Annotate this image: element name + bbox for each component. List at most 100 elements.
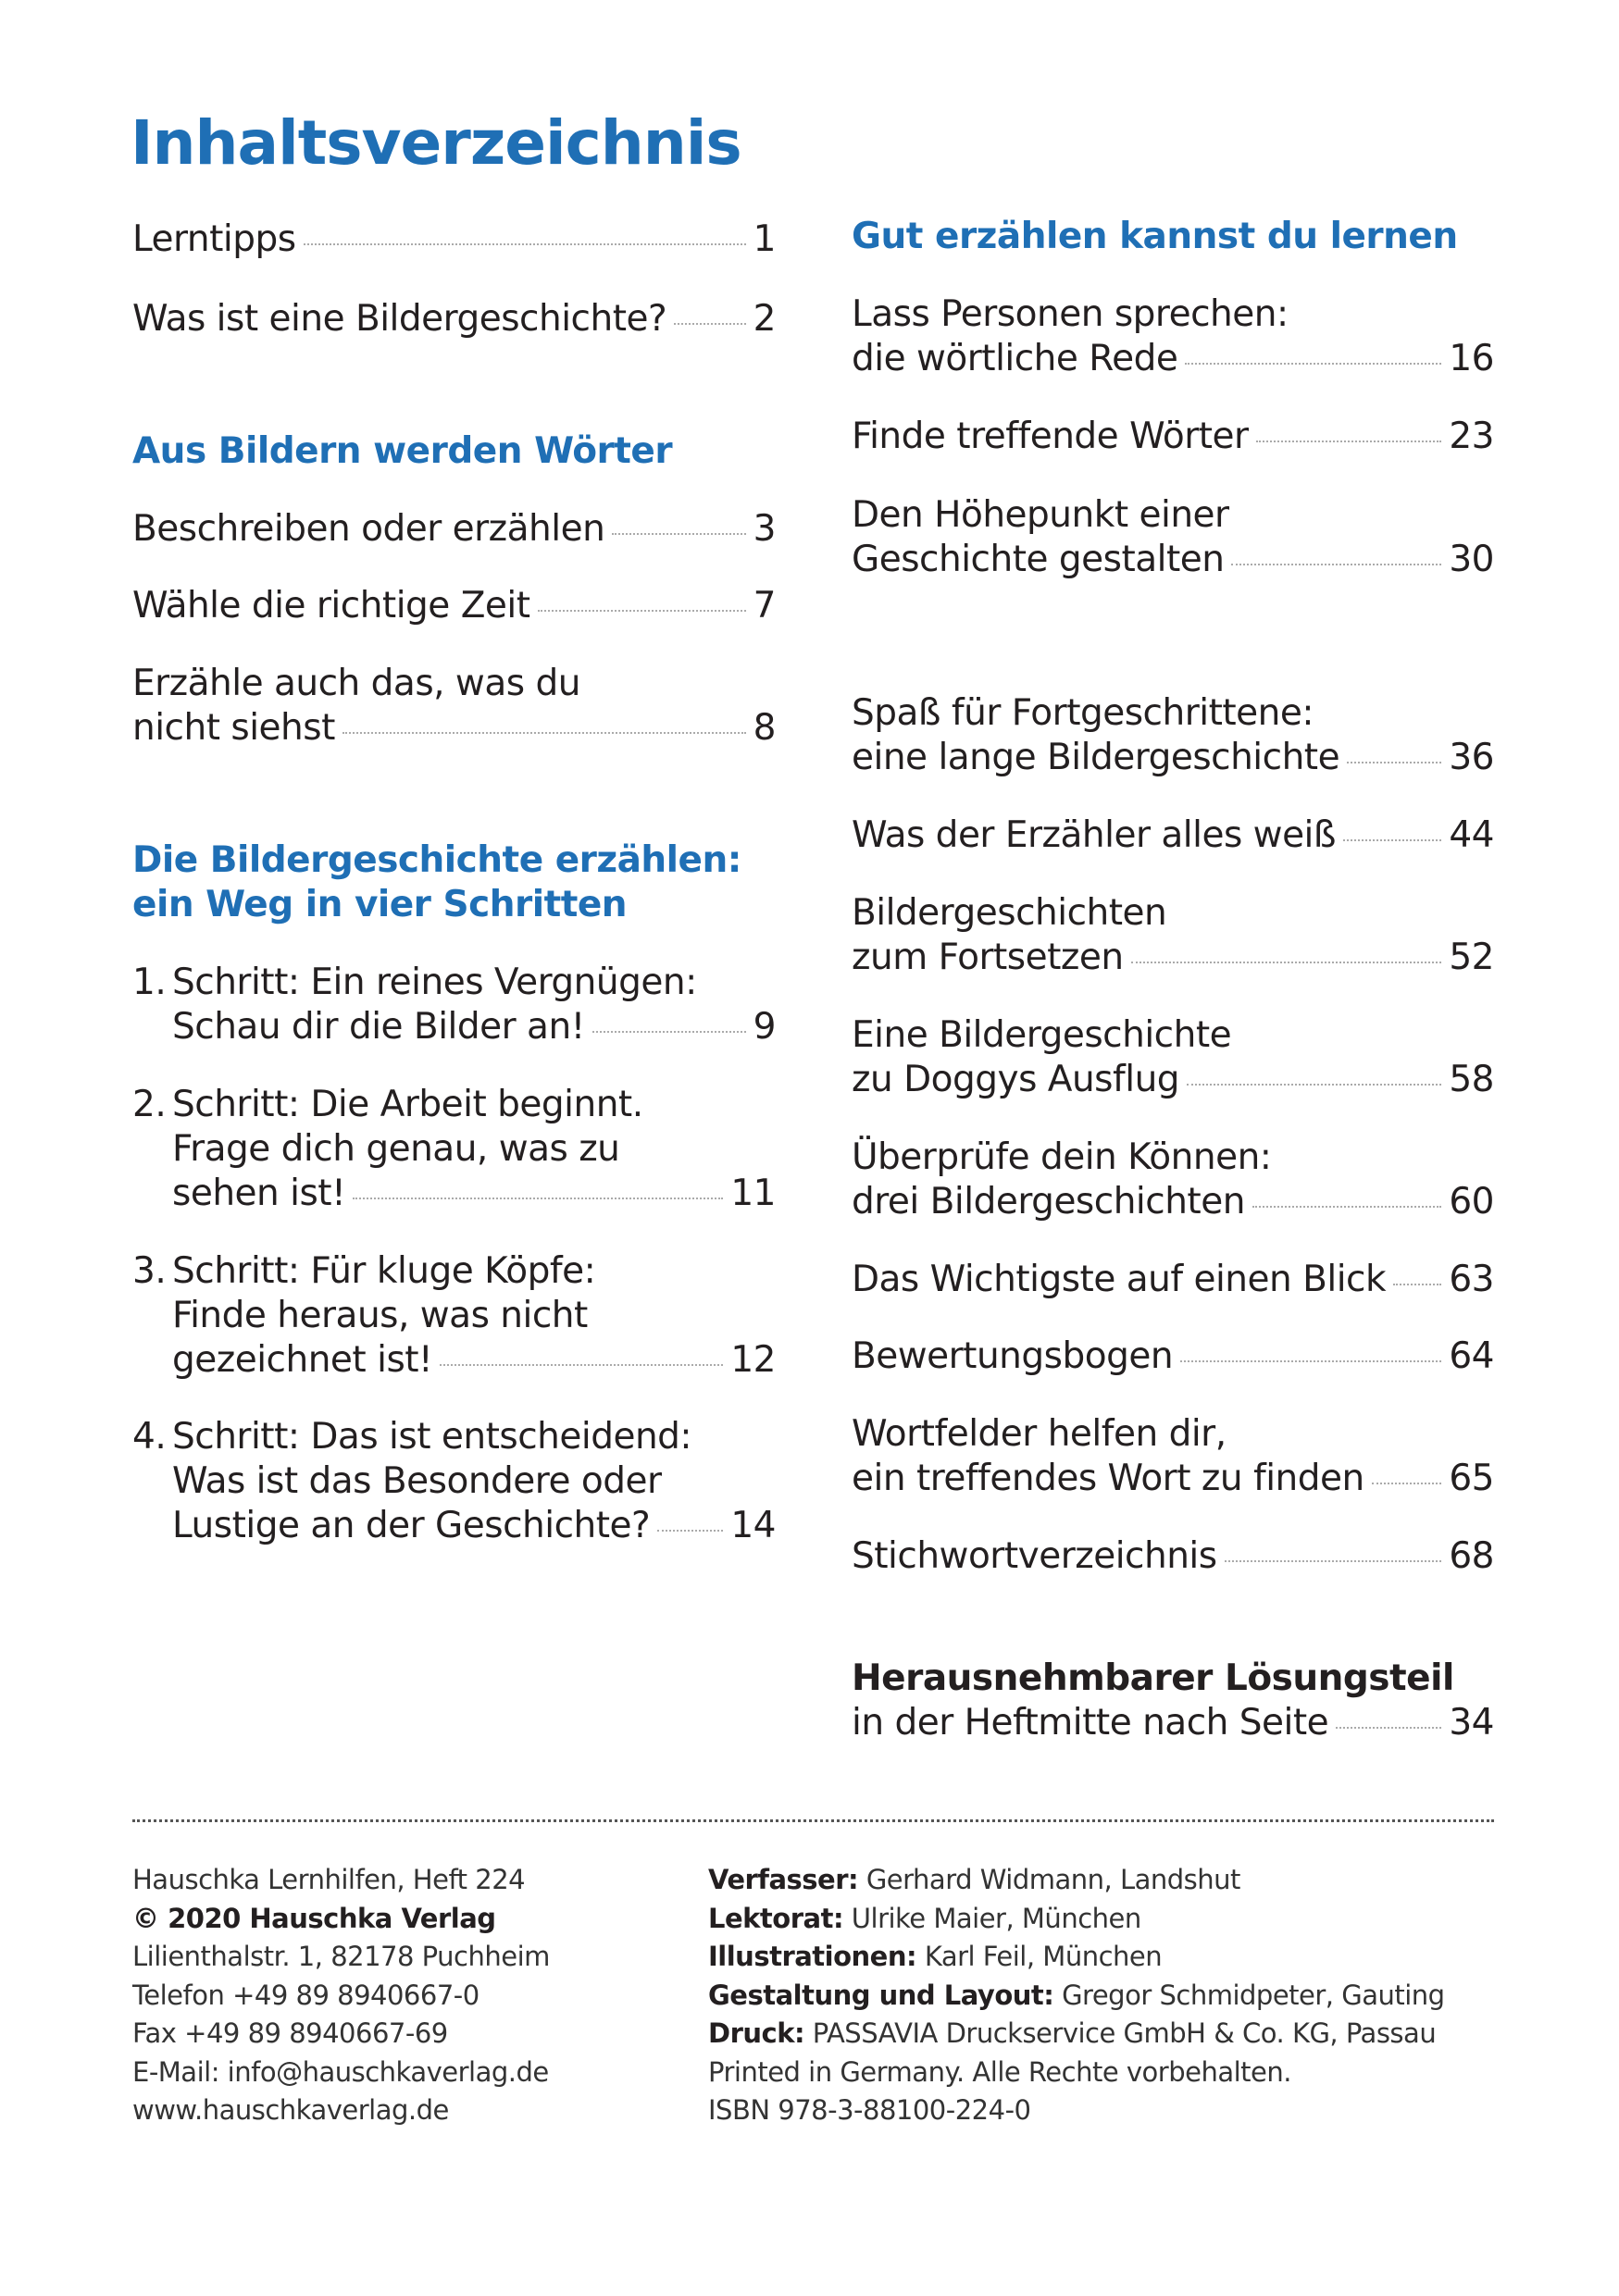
toc-entry[interactable]: Stichwortverzeichnis 68 [852, 1534, 1494, 1579]
page-number: 7 [753, 585, 777, 627]
dotted-leader [1224, 1560, 1442, 1562]
toc-entry[interactable]: Finde treffende Wörter 23 [852, 415, 1494, 459]
dotted-leader [674, 323, 746, 325]
toc-entry[interactable]: Was ist eine Bildergeschichte? 2 [132, 297, 777, 341]
toc-entry-line: Den Höhepunkt einer [852, 494, 1229, 536]
section-heading-line: ein Weg in vier Schritten [132, 884, 628, 925]
toc-entry[interactable]: 3. Schritt: Für kluge Köpfe: Finde heraus,… [132, 1249, 776, 1383]
toc-entry[interactable]: 1. Schritt: Ein reines Vergnügen: Schau di… [132, 961, 777, 1049]
dotted-leader [1252, 1206, 1442, 1208]
toc-entry-line: Finde heraus, was nicht [172, 1295, 588, 1336]
imprint-value[interactable]: E-Mail: info@hauschkaverlag.de [132, 2055, 549, 2088]
toc-entry-last-line: zu Doggys Ausflug 58 [852, 1058, 1494, 1102]
step-number: 4. [132, 1416, 167, 1458]
imprint-line: Telefon +49 89 8940667-0 [132, 1977, 550, 2016]
imprint-credits: Verfasser: Gerhard Widmann, Landshut Lekt… [708, 1861, 1445, 2130]
toc-entry[interactable]: Erzähle auch das, was du nicht siehst 8 [132, 662, 777, 751]
imprint-value: Ulrike Maier, München [843, 1902, 1141, 1934]
toc-entry-last-line: Geschichte gestalten 30 [852, 538, 1494, 582]
dotted-leader [1185, 363, 1442, 365]
section-heading-line: Aus Bildern werden Wörter [132, 430, 673, 472]
toc-entry[interactable]: Eine Bildergeschichte zu Doggys Ausflug 58 [852, 1013, 1494, 1102]
dotted-leader [1130, 962, 1442, 963]
toc-entry[interactable]: Was der Erzähler alles weiß 44 [852, 813, 1494, 858]
imprint-value: PASSAVIA Druckservice GmbH & Co. KG, Pas… [804, 2017, 1437, 2049]
imprint-label: Lektorat: [708, 1902, 844, 1934]
dotted-divider [132, 1819, 1494, 1822]
step-number: 2. [132, 1084, 167, 1125]
imprint-label: © 2020 Hauschka Verlag [132, 1902, 496, 1934]
imprint-line: E-Mail: info@hauschkaverlag.de [132, 2054, 550, 2092]
toc-entry-line: Herausnehmbarer Lösungsteil [852, 1657, 1454, 1699]
toc-entry-text: Geschichte gestalten [852, 539, 1225, 580]
toc-entry[interactable]: Das Wichtigste auf einen Blick 63 [852, 1258, 1494, 1302]
toc-entry-text: gezeichnet ist! [172, 1339, 433, 1381]
toc-entry[interactable]: 2. Schritt: Die Arbeit beginnt. Frage dich… [132, 1083, 776, 1216]
toc-entry[interactable]: Lerntipps 1 [132, 217, 777, 262]
page-number: 30 [1449, 539, 1494, 580]
section-heading: Die Bildergeschichte erzählen: ein Weg in… [132, 838, 741, 927]
toc-entry-line: Schritt: Das ist entscheidend: [172, 1416, 692, 1458]
imprint-value: Fax +49 89 8940667-69 [132, 2017, 448, 2049]
imprint-label: Druck: [708, 2017, 805, 2049]
toc-entry[interactable]: Herausnehmbarer Lösungsteil in der Heftmi… [852, 1657, 1494, 1745]
toc-entry[interactable]: Wähle die richtige Zeit 7 [132, 584, 777, 628]
toc-entry-last-line: eine lange Bildergeschichte 36 [852, 736, 1494, 780]
page-title: Inhaltsverzeichnis [131, 107, 742, 179]
page-number: 1 [753, 218, 777, 260]
toc-entry-last-line: ein treffendes Wort zu finden 65 [852, 1457, 1494, 1501]
page-number: 63 [1449, 1259, 1494, 1300]
imprint-label: Illustrationen: [708, 1941, 917, 1972]
imprint-line: Fax +49 89 8940667-69 [132, 2015, 550, 2054]
page-number: 44 [1449, 814, 1494, 856]
dotted-leader [1393, 1284, 1442, 1285]
step-number: 3. [132, 1250, 167, 1292]
toc-entry[interactable]: Beschreiben oder erzählen 3 [132, 507, 777, 552]
imprint-line: Lektorat: Ulrike Maier, München [708, 1900, 1445, 1939]
page-number: 52 [1449, 937, 1494, 978]
toc-entry-text: Finde treffende Wörter [852, 416, 1249, 457]
page-number: 65 [1449, 1458, 1494, 1499]
toc-entry-text: drei Bildergeschichten [852, 1181, 1245, 1222]
toc-entry[interactable]: Spaß für Fortgeschrittene: eine lange Bil… [852, 691, 1494, 780]
toc-entry-text: ein treffendes Wort zu finden [852, 1458, 1364, 1499]
dotted-leader [657, 1530, 724, 1532]
toc-entry[interactable]: Wortfelder helfen dir, ein treffendes Wor… [852, 1412, 1494, 1501]
page-number: 23 [1449, 416, 1494, 457]
toc-entry-line: Frage dich genau, was zu [172, 1128, 620, 1170]
section-heading-line: Gut erzählen kannst du lernen [852, 216, 1458, 257]
toc-entry-text: zu Doggys Ausflug [852, 1059, 1180, 1100]
dotted-leader [342, 732, 746, 734]
dotted-leader [1336, 1727, 1442, 1729]
toc-entry[interactable]: Bewertungsbogen 64 [852, 1334, 1494, 1379]
page-number: 16 [1449, 338, 1494, 379]
toc-entry-text: Beschreiben oder erzählen [132, 508, 605, 550]
toc-entry[interactable]: Lass Personen sprechen: die wörtliche Red… [852, 292, 1494, 381]
toc-entry-last-line: Wähle die richtige Zeit 7 [132, 584, 777, 628]
page-number: 11 [730, 1173, 776, 1214]
page-number: 36 [1449, 737, 1494, 778]
imprint-line: Verfasser: Gerhard Widmann, Landshut [708, 1861, 1445, 1900]
toc-entry-text: sehen ist! [172, 1173, 346, 1214]
dotted-leader [1180, 1360, 1442, 1362]
toc-entry-line: Was ist das Besondere oder [172, 1460, 662, 1502]
imprint-value: Telefon +49 89 8940667-0 [132, 1979, 479, 2011]
toc-entry-last-line: Lerntipps 1 [132, 217, 777, 262]
imprint-value: Karl Feil, München [916, 1941, 1163, 1972]
section-heading-line: Die Bildergeschichte erzählen: [132, 839, 741, 881]
toc-entry[interactable]: Bildergeschichten zum Fortsetzen 52 [852, 891, 1494, 980]
imprint-label: Verfasser: [708, 1864, 859, 1895]
dotted-leader [303, 243, 746, 245]
toc-entry-line: Schritt: Die Arbeit beginnt. [172, 1084, 643, 1125]
imprint-value[interactable]: www.hauschkaverlag.de [132, 2094, 449, 2126]
toc-entry[interactable]: 4. Schritt: Das ist entscheidend: Was ist … [132, 1415, 776, 1548]
imprint-value: Printed in Germany. Alle Rechte vorbehal… [708, 2055, 1291, 2088]
toc-entry-text: Wähle die richtige Zeit [132, 585, 530, 627]
toc-entry[interactable]: Überprüfe dein Können: drei Bildergeschic… [852, 1136, 1494, 1224]
toc-entry[interactable]: Den Höhepunkt einer Geschichte gestalten 3… [852, 493, 1494, 582]
toc-entry-last-line: gezeichnet ist! 12 [132, 1338, 776, 1383]
toc-entry-last-line: Lustige an der Geschichte? 14 [132, 1504, 776, 1548]
dotted-leader [1231, 564, 1442, 565]
toc-entry-last-line: Das Wichtigste auf einen Blick 63 [852, 1258, 1494, 1302]
toc-entry-text: Das Wichtigste auf einen Blick [852, 1259, 1387, 1300]
